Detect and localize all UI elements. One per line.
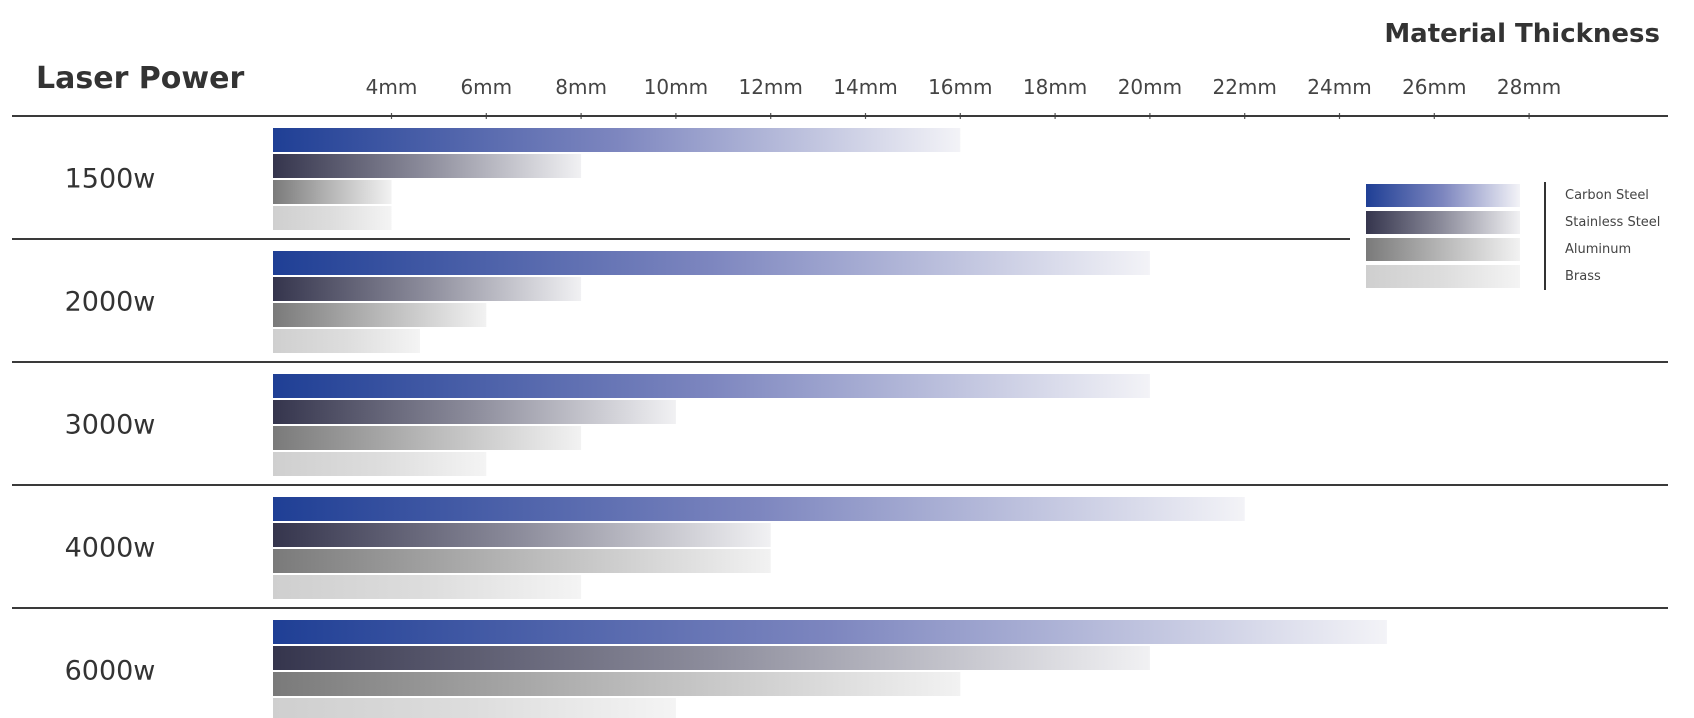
x-tick-label: 6mm	[460, 75, 512, 99]
legend-swatch	[1366, 184, 1520, 207]
x-tick-label: 28mm	[1497, 75, 1561, 99]
x-tick-label: 8mm	[555, 75, 607, 99]
x-tick-label: 26mm	[1402, 75, 1466, 99]
bar-stainless-steel	[273, 277, 582, 301]
bar-brass	[273, 575, 582, 599]
row-label: 1500w	[65, 164, 156, 195]
x-tick-label: 14mm	[833, 75, 897, 99]
x-tick-label: 4mm	[366, 75, 418, 99]
bar-brass	[273, 452, 487, 476]
bar-carbon-steel	[273, 251, 1150, 275]
bar-aluminum	[273, 180, 392, 204]
legend-label: Brass	[1565, 269, 1601, 284]
bar-stainless-steel	[273, 400, 676, 424]
legend-swatch	[1366, 238, 1520, 261]
bar-brass	[273, 698, 676, 718]
x-axis-ticks: 4mm 6mm 8mm 10mm 12mm 14mm 16mm 18mm 20mm 22mm 24m…	[366, 75, 1561, 119]
bar-carbon-steel	[273, 128, 961, 152]
x-tick-label: 18mm	[1023, 75, 1087, 99]
row-label: 2000w	[65, 287, 156, 318]
x-tick-label: 10mm	[644, 75, 708, 99]
x-tick-label: 20mm	[1118, 75, 1182, 99]
legend-label: Aluminum	[1565, 242, 1631, 257]
bar-aluminum	[273, 426, 582, 450]
bar-brass	[273, 329, 420, 353]
bar-aluminum	[273, 549, 771, 573]
bar-stainless-steel	[273, 154, 582, 178]
x-tick-label: 22mm	[1212, 75, 1276, 99]
bar-stainless-steel	[273, 523, 771, 547]
legend-label: Stainless Steel	[1565, 215, 1660, 230]
bar-brass	[273, 206, 392, 230]
chart-rows: 1500w 2000w 3000w 4000w 6000w	[12, 115, 1668, 687]
bar-aluminum	[273, 303, 487, 327]
bar-carbon-steel	[273, 497, 1245, 521]
bar-aluminum	[273, 672, 961, 696]
x-tick-label: 16mm	[928, 75, 992, 99]
row-label: 6000w	[65, 656, 156, 687]
x-tick-label: 12mm	[738, 75, 802, 99]
y-axis-label: Laser Power	[36, 61, 244, 96]
legend-label: Carbon Steel	[1565, 188, 1649, 203]
chart-bars	[273, 128, 1387, 718]
row-label: 3000w	[65, 410, 156, 441]
legend-swatch	[1366, 211, 1520, 234]
legend: Carbon Steel Stainless Steel Aluminum Brass	[1366, 182, 1660, 290]
bar-carbon-steel	[273, 620, 1387, 644]
x-tick-label: 24mm	[1307, 75, 1371, 99]
legend-swatch	[1366, 265, 1520, 288]
bar-carbon-steel	[273, 374, 1150, 398]
chart-title: Material Thickness	[1384, 19, 1660, 49]
bar-stainless-steel	[273, 646, 1150, 670]
row-label: 4000w	[65, 533, 156, 564]
